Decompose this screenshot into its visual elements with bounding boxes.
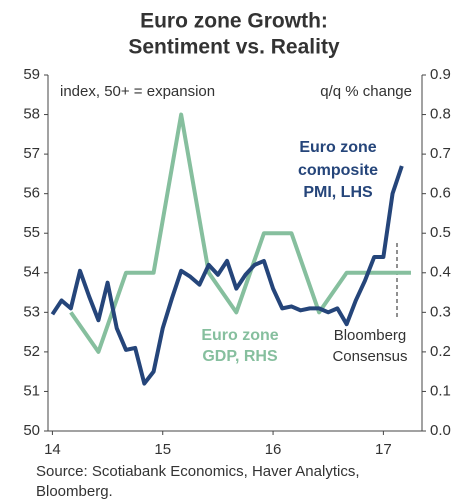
y-tick-label: 51 [23, 382, 40, 399]
series-line [50, 165, 404, 386]
series-label: composite [298, 162, 378, 179]
series-label: Euro zone [201, 327, 278, 344]
y2-tick-label: 0.7 [430, 145, 451, 162]
series-label: Bloomberg [334, 327, 407, 344]
source: Bloomberg. [36, 483, 113, 500]
y2-tick-label: 0.4 [430, 264, 451, 281]
axis-unit: index, 50+ = expansion [60, 83, 215, 100]
x-tick-label: 14 [44, 441, 61, 458]
y-tick-label: 54 [23, 264, 40, 281]
y-tick-label: 56 [23, 185, 40, 202]
axis-unit: q/q % change [320, 83, 412, 100]
series-label: Consensus [332, 348, 407, 365]
y-tick-label: 50 [23, 422, 40, 439]
y2-tick-label: 0.5 [430, 224, 451, 241]
x-tick-label: 16 [265, 441, 282, 458]
y-tick-label: 57 [23, 145, 40, 162]
series-label: PMI, LHS [303, 184, 373, 201]
series-label: GDP, RHS [202, 348, 278, 365]
y2-tick-label: 0.6 [430, 185, 451, 202]
y2-tick-label: 0.3 [430, 303, 451, 320]
y-tick-label: 52 [23, 343, 40, 360]
y-tick-label: 59 [23, 66, 40, 83]
y2-tick-label: 0.8 [430, 106, 451, 123]
chart-title: Euro zone Growth: [140, 10, 328, 33]
x-tick-label: 15 [154, 441, 171, 458]
chart-title: Sentiment vs. Reality [128, 36, 340, 59]
y-tick-label: 55 [23, 224, 40, 241]
series-line [69, 112, 411, 354]
y-tick-label: 53 [23, 303, 40, 320]
y2-tick-label: 0.2 [430, 343, 451, 360]
x-tick-label: 17 [375, 441, 392, 458]
y-tick-label: 58 [23, 106, 40, 123]
y2-tick-label: 0.1 [430, 382, 451, 399]
y2-tick-label: 0.0 [430, 422, 451, 439]
y2-tick-label: 0.9 [430, 66, 451, 83]
series-label: Euro zone [299, 139, 376, 156]
source: Source: Scotiabank Economics, Haver Anal… [36, 463, 359, 480]
